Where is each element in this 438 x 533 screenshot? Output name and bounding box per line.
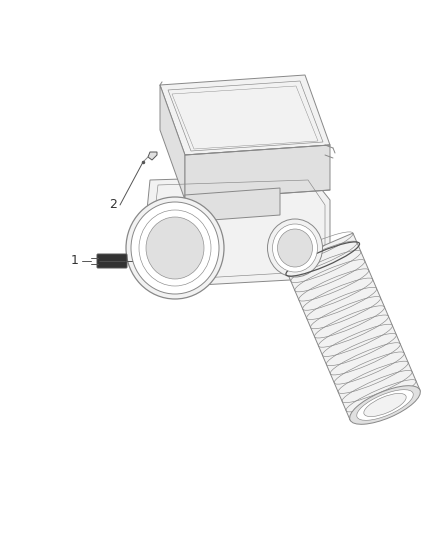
Ellipse shape <box>278 229 312 267</box>
Ellipse shape <box>350 386 420 424</box>
Text: 1: 1 <box>71 254 79 268</box>
Ellipse shape <box>126 197 224 299</box>
Polygon shape <box>283 233 420 420</box>
Ellipse shape <box>272 224 318 272</box>
Polygon shape <box>148 152 157 160</box>
Polygon shape <box>145 175 330 285</box>
FancyBboxPatch shape <box>97 254 127 268</box>
Ellipse shape <box>146 217 204 279</box>
Ellipse shape <box>131 202 219 294</box>
Ellipse shape <box>139 210 211 286</box>
Polygon shape <box>160 75 330 155</box>
Polygon shape <box>185 145 330 200</box>
Polygon shape <box>160 85 185 200</box>
Ellipse shape <box>364 393 406 417</box>
Ellipse shape <box>357 390 413 421</box>
Ellipse shape <box>268 219 322 277</box>
Text: 2: 2 <box>109 198 117 212</box>
Polygon shape <box>185 188 280 222</box>
